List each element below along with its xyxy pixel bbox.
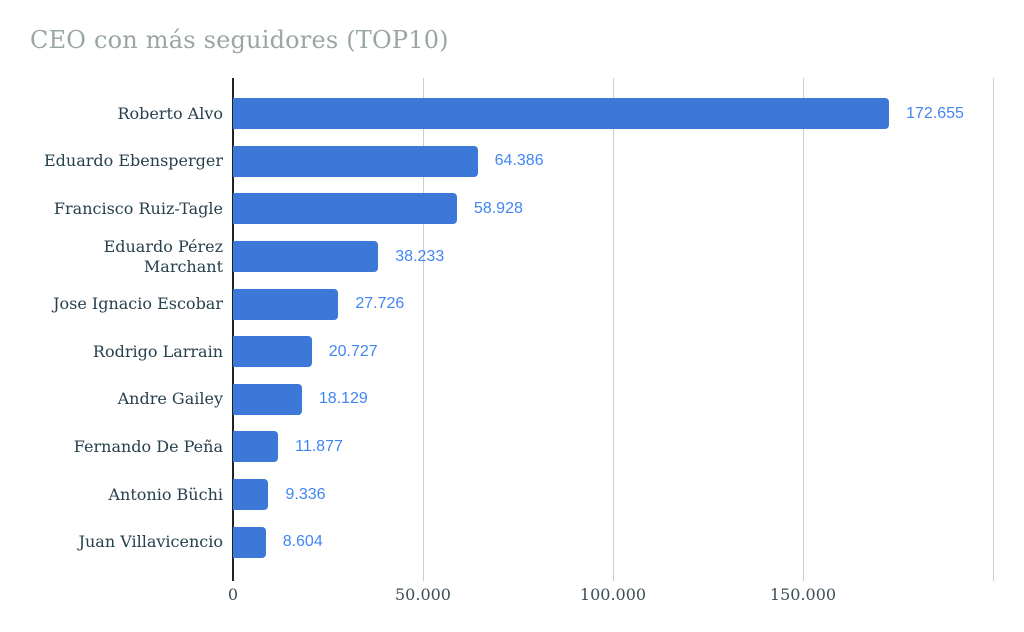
bar bbox=[233, 479, 269, 511]
category-row: Jose Ignacio Escobar bbox=[0, 280, 223, 328]
bar-row: 9.336 bbox=[233, 471, 993, 519]
category-row: Juan Villavicencio bbox=[0, 518, 223, 566]
value-label: 8.604 bbox=[282, 533, 323, 551]
category-label: Juan Villavicencio bbox=[78, 532, 223, 552]
bar-row: 11.877 bbox=[233, 423, 993, 471]
x-tick-label: 100.000 bbox=[579, 585, 647, 604]
category-label: Roberto Alvo bbox=[117, 103, 223, 123]
category-label: Eduardo Ebensperger bbox=[44, 151, 223, 171]
x-tick-label: 150.000 bbox=[769, 585, 837, 604]
value-label: 20.727 bbox=[328, 342, 378, 360]
x-tick-label: 50.000 bbox=[395, 585, 451, 604]
x-tick bbox=[803, 575, 804, 581]
value-label: 64.386 bbox=[494, 152, 544, 170]
category-row: Eduardo Ebensperger bbox=[0, 138, 223, 186]
bar-row: 38.233 bbox=[233, 233, 993, 281]
value-label: 172.655 bbox=[906, 104, 964, 122]
category-label: Fernando De Peña bbox=[73, 436, 223, 456]
x-axis: 0 50.000 100.000 150.000 bbox=[0, 585, 1024, 609]
category-row: Andre Gailey bbox=[0, 376, 223, 424]
value-label: 9.336 bbox=[285, 485, 326, 503]
category-label: Jose Ignacio Escobar bbox=[53, 294, 223, 314]
gridline bbox=[993, 78, 994, 575]
x-tick bbox=[613, 575, 614, 581]
bar bbox=[233, 526, 266, 558]
bar-row: 20.727 bbox=[233, 328, 993, 376]
value-label: 38.233 bbox=[395, 247, 445, 265]
gridline bbox=[613, 78, 614, 575]
category-label: Francisco Ruiz-Tagle bbox=[53, 198, 223, 218]
value-label: 27.726 bbox=[355, 295, 405, 313]
category-row: Rodrigo Larrain bbox=[0, 328, 223, 376]
bar-row: 18.129 bbox=[233, 376, 993, 424]
x-tick-label: 0 bbox=[227, 585, 239, 604]
bar bbox=[233, 98, 890, 130]
bars-layer: 172.655 64.386 58.928 38.233 27.726 20.727 18.… bbox=[233, 90, 993, 566]
category-row: Eduardo Pérez Marchant bbox=[0, 233, 223, 281]
category-label: Andre Gailey bbox=[117, 389, 223, 409]
bar bbox=[233, 288, 339, 320]
y-axis-line bbox=[232, 78, 234, 575]
x-tick bbox=[423, 575, 424, 581]
gridline bbox=[423, 78, 424, 575]
category-label: Rodrigo Larrain bbox=[92, 341, 223, 361]
value-label: 18.129 bbox=[318, 390, 368, 408]
x-tick bbox=[232, 575, 234, 581]
category-row: Roberto Alvo bbox=[0, 90, 223, 138]
category-row: Fernando De Peña bbox=[0, 423, 223, 471]
category-row: Francisco Ruiz-Tagle bbox=[0, 185, 223, 233]
bar-row: 27.726 bbox=[233, 280, 993, 328]
bar bbox=[233, 431, 279, 463]
plot-area: 172.655 64.386 58.928 38.233 27.726 20.727 18.… bbox=[232, 78, 994, 581]
bar bbox=[233, 241, 379, 273]
gridlines-layer bbox=[232, 78, 994, 581]
bar bbox=[233, 193, 457, 225]
category-row: Antonio Büchi bbox=[0, 471, 223, 519]
bar-row: 58.928 bbox=[233, 185, 993, 233]
bar bbox=[233, 383, 302, 415]
category-label: Eduardo Pérez Marchant bbox=[103, 236, 223, 276]
gridline bbox=[803, 78, 804, 575]
x-tick bbox=[993, 575, 994, 581]
category-axis: Roberto Alvo Eduardo Ebensperger Francisco… bbox=[0, 90, 223, 566]
bar bbox=[233, 145, 478, 177]
bar-row: 172.655 bbox=[233, 90, 993, 138]
value-label: 11.877 bbox=[295, 437, 343, 455]
bar bbox=[233, 336, 312, 368]
bar-row: 8.604 bbox=[233, 518, 993, 566]
bar-row: 64.386 bbox=[233, 138, 993, 186]
value-label: 58.928 bbox=[473, 199, 523, 217]
category-label: Antonio Büchi bbox=[108, 484, 223, 504]
chart-title: CEO con más seguidores (TOP10) bbox=[30, 26, 449, 54]
